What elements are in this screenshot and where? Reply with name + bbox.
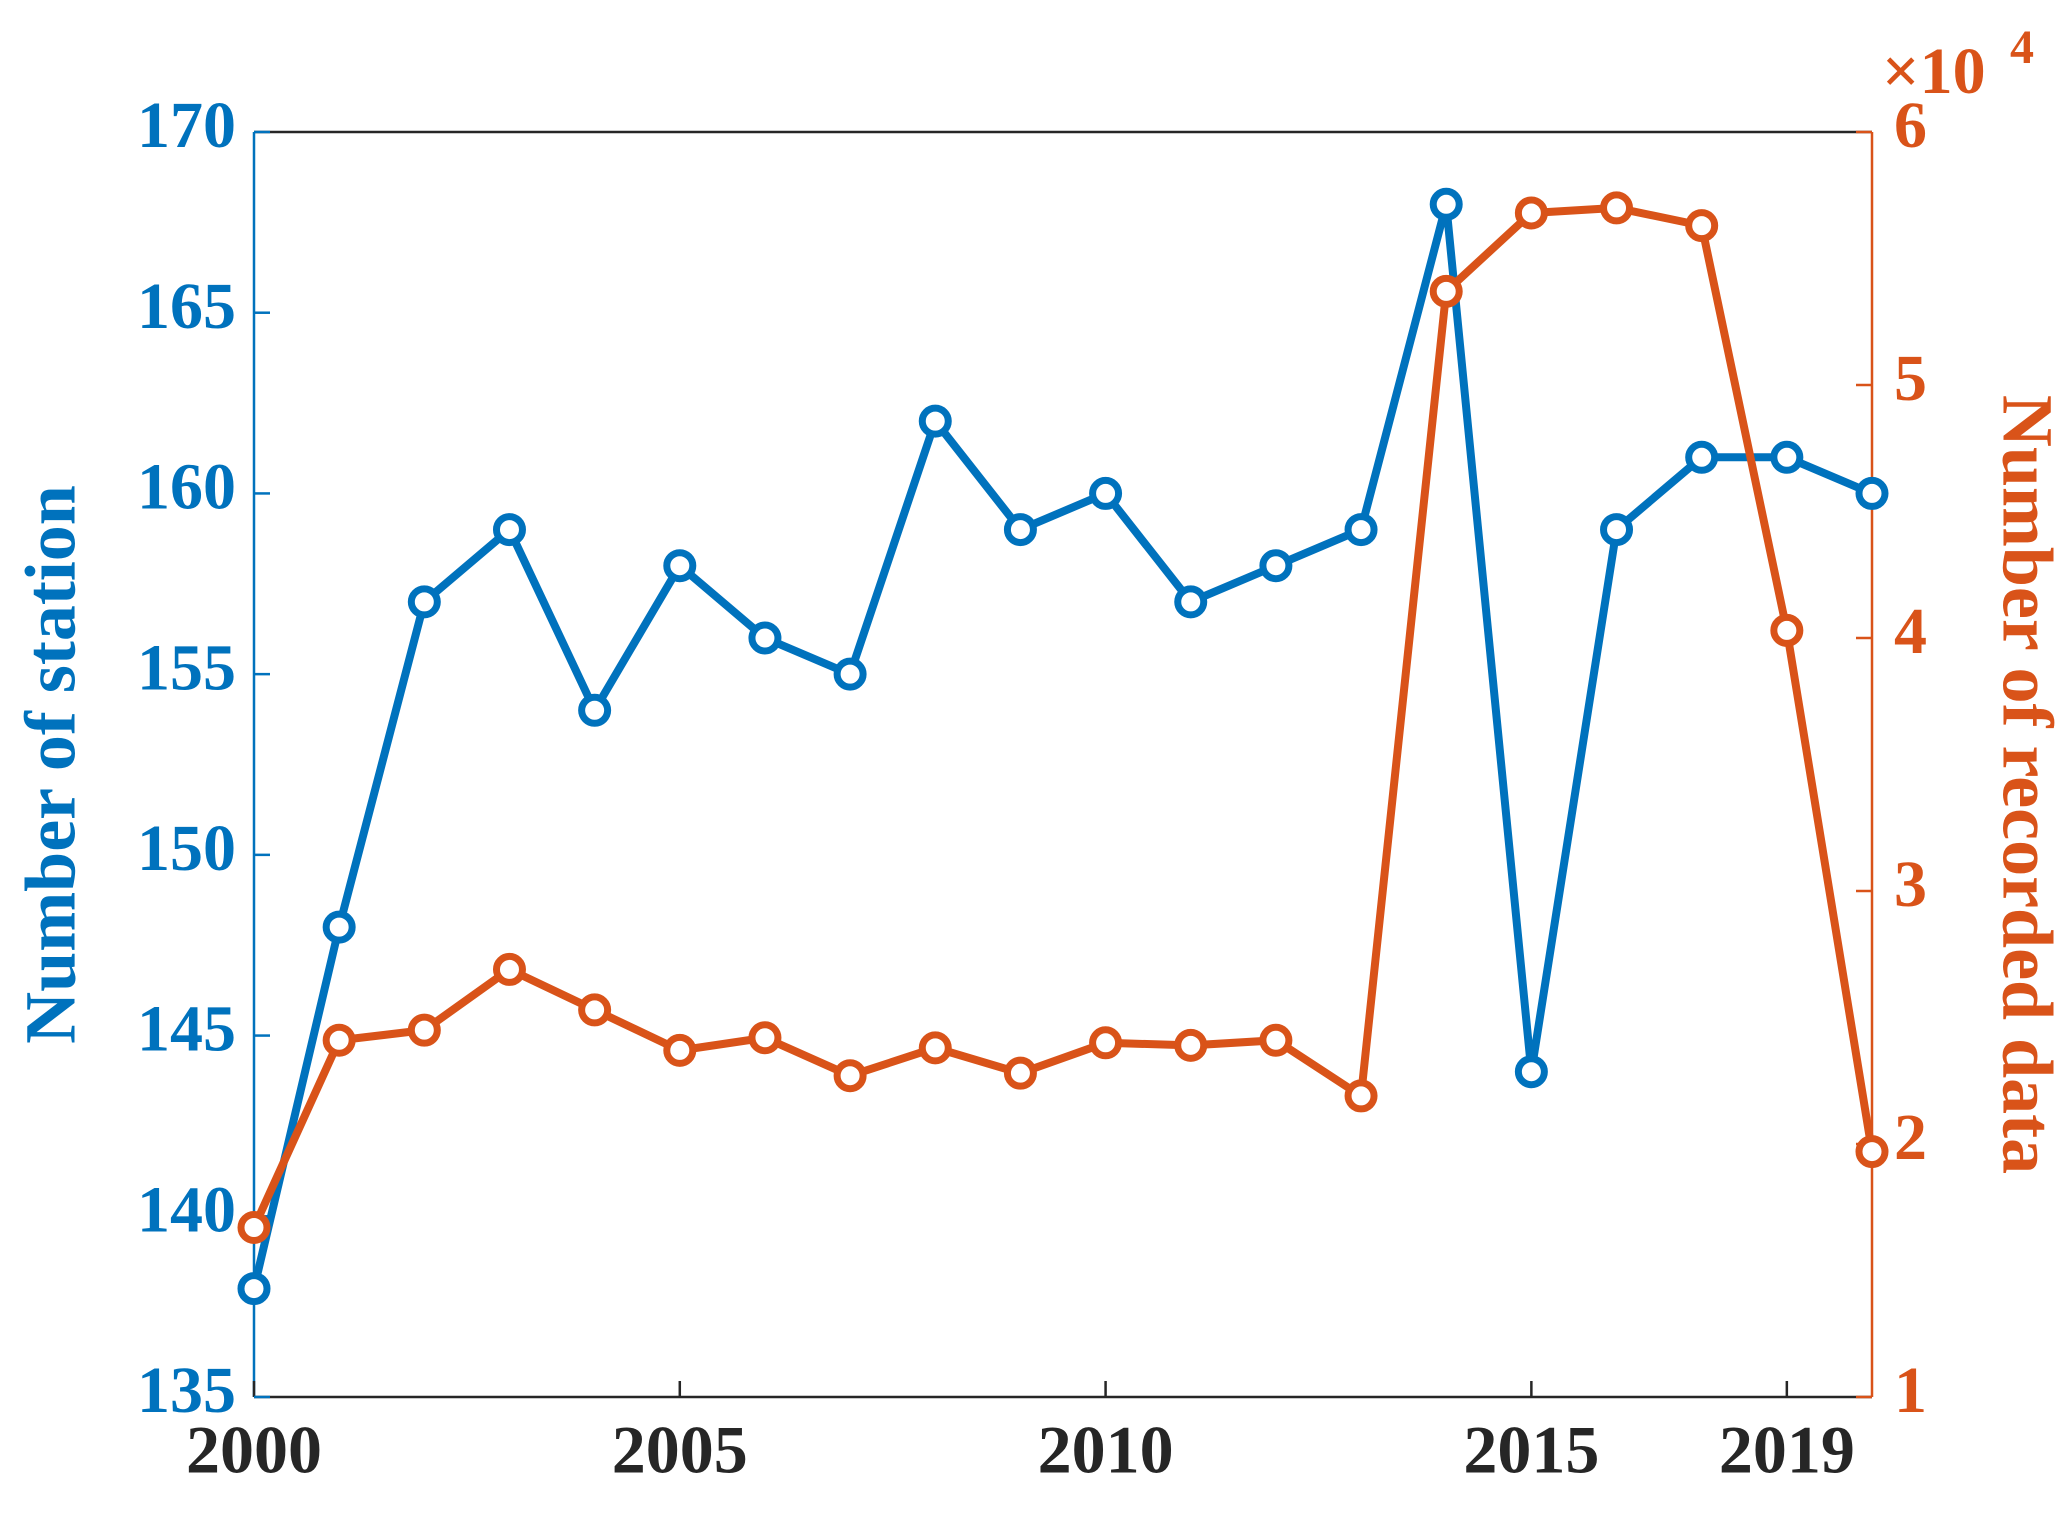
- y2-tick-label: 5: [1894, 342, 1927, 415]
- data-point: [1770, 613, 1804, 647]
- data-point: [1600, 513, 1634, 547]
- data-point: [1344, 513, 1378, 547]
- data-point: [833, 657, 867, 691]
- x-tick-label: 2019: [1719, 1412, 1855, 1488]
- y2-multiplier-exponent: 4: [2010, 21, 2034, 74]
- data-point: [1003, 513, 1037, 547]
- data-point: [1685, 209, 1719, 243]
- data-point: [1685, 440, 1719, 474]
- y-tick-label: 140: [137, 1173, 236, 1246]
- data-point: [492, 952, 526, 986]
- data-point: [407, 585, 441, 619]
- data-point: [1514, 196, 1548, 230]
- series-line: [250, 203, 1876, 1230]
- y2-tick-label: 2: [1894, 1101, 1927, 1174]
- y-axis-label: Number of station: [11, 485, 91, 1044]
- y-tick-label: 170: [137, 89, 236, 162]
- y2-tick-label: 1: [1894, 1354, 1927, 1427]
- data-point: [1514, 1055, 1548, 1089]
- data-point: [1259, 549, 1293, 583]
- series-line: [250, 200, 1874, 1290]
- data-point: [237, 1210, 271, 1244]
- data-point: [1855, 1135, 1889, 1169]
- y-tick-label: 145: [137, 993, 236, 1066]
- data-point: [1600, 191, 1634, 225]
- data-point: [663, 1033, 697, 1067]
- data-point: [578, 693, 612, 727]
- x-tick-label: 2015: [1463, 1412, 1599, 1488]
- data-point: [918, 1031, 952, 1065]
- data-point: [1429, 274, 1463, 308]
- y-tick-label: 165: [137, 270, 236, 343]
- data-point: [1770, 440, 1804, 474]
- y-tick-label: 150: [137, 812, 236, 885]
- data-point: [1089, 1026, 1123, 1060]
- data-point: [1429, 187, 1463, 221]
- data-point: [1174, 1028, 1208, 1062]
- data-point: [407, 1013, 441, 1047]
- y2-axis-label: Number of recorded data: [1987, 395, 2067, 1174]
- data-point: [748, 1021, 782, 1055]
- data-point: [322, 1023, 356, 1057]
- x-tick-label: 2010: [1038, 1412, 1174, 1488]
- data-point: [492, 513, 526, 547]
- y-tick-label: 135: [137, 1354, 236, 1427]
- data-point: [918, 404, 952, 438]
- y2-multiplier: ×10: [1882, 35, 1986, 108]
- data-point: [1344, 1079, 1378, 1113]
- y2-tick-label: 3: [1894, 848, 1927, 921]
- data-point: [833, 1059, 867, 1093]
- y2-tick-label: 4: [1894, 595, 1927, 668]
- data-point: [1089, 476, 1123, 510]
- y2-tick-label: 6: [1894, 89, 1927, 162]
- y-tick-label: 160: [137, 451, 236, 524]
- data-point: [663, 549, 697, 583]
- data-point: [1174, 585, 1208, 619]
- data-point: [237, 1272, 271, 1306]
- data-point: [1855, 476, 1889, 510]
- y-tick-label: 155: [137, 631, 236, 704]
- data-point: [1003, 1056, 1037, 1090]
- data-point: [578, 993, 612, 1027]
- x-tick-label: 2005: [612, 1412, 748, 1488]
- data-point: [748, 621, 782, 655]
- x-tick-label: 2000: [186, 1412, 322, 1488]
- data-point: [322, 910, 356, 944]
- data-point: [1259, 1023, 1293, 1057]
